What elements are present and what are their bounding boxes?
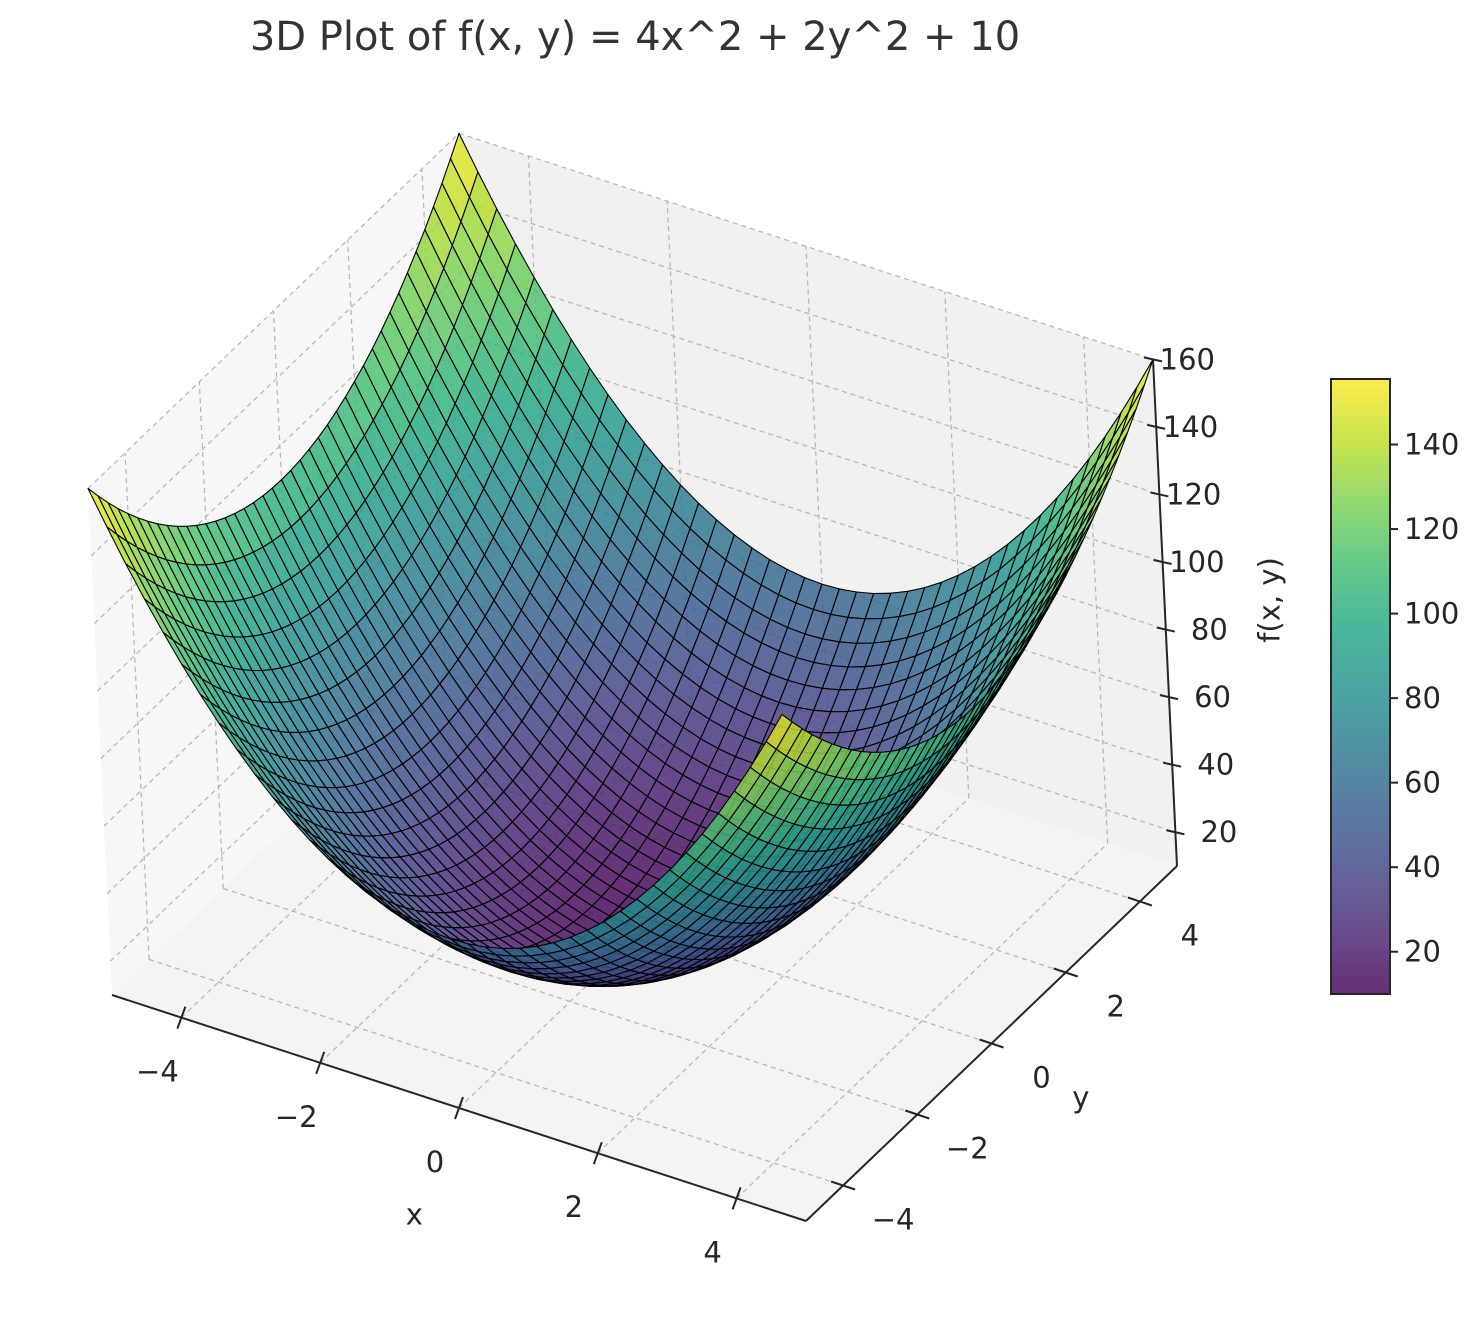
z-tick-label: 60 <box>1194 680 1231 714</box>
x-tick-mark <box>454 1096 464 1120</box>
y-tick-label: −4 <box>872 1203 915 1237</box>
z-tick-mark <box>1159 694 1179 701</box>
x-tick-label: −4 <box>136 1055 179 1089</box>
gridline-z-left <box>87 132 460 489</box>
x-tick-label: 0 <box>426 1145 444 1179</box>
z-tick-mark <box>1166 829 1185 836</box>
surface-patch <box>765 713 793 750</box>
z-tick-label: 20 <box>1200 815 1237 849</box>
y-tick-mark <box>979 1038 1004 1049</box>
z-tick-label: 140 <box>1163 410 1218 444</box>
gridline-y-left <box>124 452 150 960</box>
x-tick-mark <box>176 1006 187 1029</box>
y-axis-label: y <box>1072 1081 1089 1115</box>
z-tick-label: 100 <box>1169 545 1224 579</box>
colorbar-tick-label: 40 <box>1404 850 1441 884</box>
z-axis-label: f(x, y) <box>1253 557 1287 643</box>
gridline-x-back <box>1083 336 1109 844</box>
z-tick-mark <box>1146 423 1166 430</box>
colorbar-tick-label: 20 <box>1404 935 1441 969</box>
z-tick-mark <box>1156 626 1176 633</box>
x-tick-mark <box>592 1141 603 1165</box>
z-tick-label: 80 <box>1191 613 1228 647</box>
gridline-y-floor <box>223 887 918 1116</box>
y-tick-label: −2 <box>946 1132 989 1166</box>
gridline-z-back <box>462 200 1157 428</box>
z-tick-mark <box>1143 356 1163 363</box>
surface-mesh <box>87 132 1154 987</box>
x-tick-label: 4 <box>703 1235 721 1269</box>
colorbar-frame <box>1330 378 1391 995</box>
x-tick-mark <box>315 1051 326 1075</box>
y-tick-label: 0 <box>1032 1061 1050 1095</box>
gridline-y-floor <box>148 958 844 1187</box>
y-tick-label: 2 <box>1106 990 1124 1024</box>
y-tick-mark <box>904 1109 930 1120</box>
gridline-z-left <box>90 200 463 557</box>
x-tick-mark <box>731 1187 742 1210</box>
z-tick-label: 40 <box>1197 748 1234 782</box>
colorbar-tick-label: 80 <box>1404 681 1441 715</box>
colorbar-tick-label: 100 <box>1404 597 1459 631</box>
y-tick-mark <box>830 1180 856 1191</box>
z-axis-line <box>1152 359 1178 867</box>
x-axis-label: x <box>406 1198 423 1232</box>
gridline-z-back <box>465 267 1160 496</box>
tick-marks: −4 −2 0 2 4 −4 −2 0 2 4 20 40 60 80 100 120 140 160 <box>136 342 1237 1269</box>
y-tick-label: 4 <box>1181 919 1199 953</box>
colorbar-gradient <box>1331 379 1390 994</box>
z-tick-label: 120 <box>1166 477 1221 511</box>
x-tick-label: 2 <box>565 1190 583 1224</box>
z-tick-mark <box>1150 491 1169 498</box>
colorbar-tick-label: 140 <box>1404 428 1459 462</box>
x-tick-label: −2 <box>275 1100 318 1134</box>
colorbar: 20 40 60 80 100 120 140 <box>1330 378 1459 995</box>
y-tick-mark <box>1053 967 1079 978</box>
gridline-x-floor <box>736 842 1109 1199</box>
colorbar-tick-label: 120 <box>1404 512 1459 546</box>
gridline-z-back <box>458 132 1154 360</box>
axis-labels: x y f(x, y) <box>406 557 1287 1231</box>
z-tick-mark <box>1153 559 1172 565</box>
z-tick-label: 160 <box>1160 342 1215 376</box>
colorbar-tick-label: 60 <box>1404 766 1441 800</box>
z-tick-mark <box>1162 761 1182 768</box>
gridline-x-floor <box>597 797 970 1154</box>
chart-title: 3D Plot of f(x, y) = 4x^2 + 2y^2 + 10 <box>249 14 1021 60</box>
y-tick-mark <box>1127 896 1153 907</box>
